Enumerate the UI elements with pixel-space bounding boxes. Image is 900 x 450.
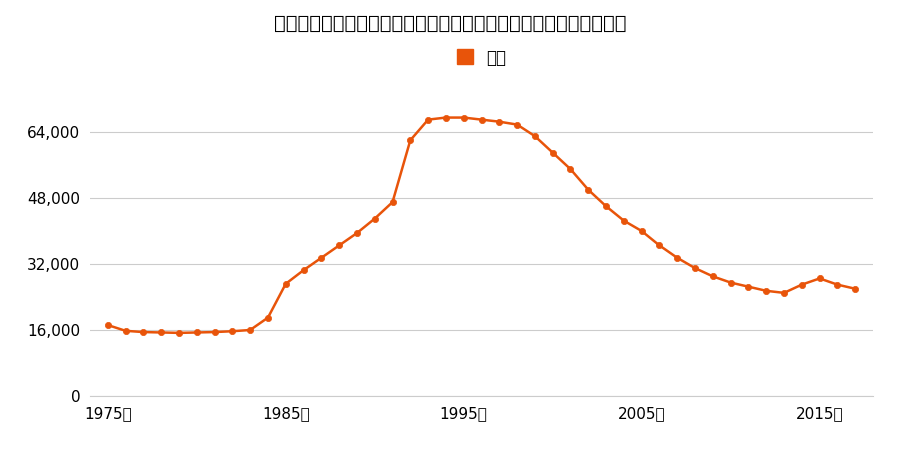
- Legend: 価格: 価格: [450, 42, 513, 73]
- Text: 栃木県下都賀郡野木町大字友沼字卯の木５９４５番２２の地価推移: 栃木県下都賀郡野木町大字友沼字卯の木５９４５番２２の地価推移: [274, 14, 626, 32]
